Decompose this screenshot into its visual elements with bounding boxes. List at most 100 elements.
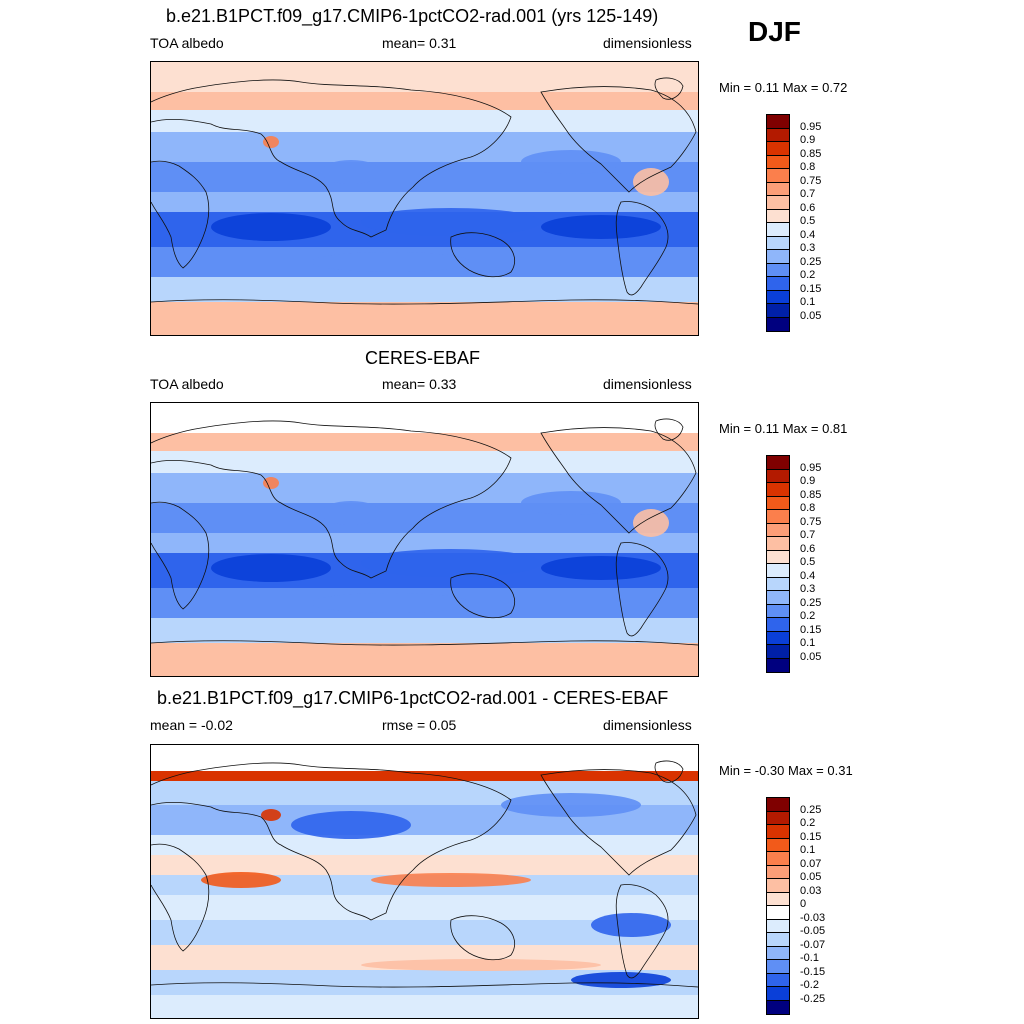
panel-3-minmax: Min = -0.30 Max = 0.31 [719,763,853,778]
colorbar-label: 0.95 [800,461,822,474]
colorbar-swatch [767,838,789,852]
colorbar-swatch [767,852,789,866]
panel-1-variable: TOA albedo [150,35,224,51]
colorbar-swatch [767,277,789,291]
colorbar-swatch [767,618,789,632]
panel-2-title: CERES-EBAF [365,348,481,368]
colorbar-swatch [767,960,789,974]
colorbar-swatch [767,537,789,551]
colorbar-label: 0.5 [800,215,816,227]
colorbar-swatch [767,263,789,277]
colorbar-label: 0.3 [800,583,816,595]
panel-1-minmax: Min = 0.11 Max = 0.72 [719,80,848,95]
colorbar-swatch [767,811,789,825]
colorbar-label: 0.03 [800,884,822,897]
panel-3-units: dimensionless [603,717,692,733]
panel-1-map [150,61,699,336]
panel-3-rmse: rmse = 0.05 [382,717,457,733]
colorbar-swatch [767,250,789,264]
colorbar-swatch [767,209,789,223]
colorbar-label: 0.6 [800,542,816,555]
colorbar-label: 0.7 [800,188,816,200]
colorbar-swatch [767,658,789,672]
panel-2-minmax: Min = 0.11 Max = 0.81 [719,421,848,436]
colorbar-swatch [767,304,789,318]
colorbar-swatch [767,483,789,497]
colorbar-swatch [767,591,789,605]
colorbar-swatch [767,550,789,564]
colorbar-swatch [767,933,789,947]
colorbar-label: 0.1 [800,296,816,308]
colorbar-swatch [767,236,789,250]
colorbar-label: 0.1 [800,844,816,856]
colorbar-swatch [767,456,789,470]
colorbar-swatch [767,973,789,987]
colorbar-label: -0.07 [800,938,826,951]
colorbar-swatch [767,645,789,659]
colorbar-swatch [767,604,789,618]
colorbar-label: 0.2 [800,269,816,281]
colorbar-label: 0.25 [800,803,822,816]
colorbar-label: 0.85 [800,488,822,501]
panel-2-map [150,402,699,677]
colorbar-swatch [767,196,789,210]
colorbar-swatch [767,1000,789,1014]
colorbar-swatch [767,523,789,537]
colorbar-swatch [767,564,789,578]
colorbar-label: 0.15 [800,830,822,843]
colorbar-swatch [767,987,789,1001]
panel-1-title: b.e21.B1PCT.f09_g17.CMIP6-1pctCO2-rad.00… [166,6,659,26]
panel-2-variable: TOA albedo [150,376,224,392]
colorbar-swatch [767,879,789,893]
colorbar-label: 0.9 [800,475,816,487]
colorbar-swatch [767,317,789,331]
colorbar-swatch [767,825,789,839]
colorbar-label: 0.6 [800,201,816,214]
colorbar-swatch [767,290,789,304]
colorbar-swatch [767,223,789,237]
colorbar-swatch [767,798,789,812]
colorbar-swatch [767,169,789,183]
colorbar-label: 0.75 [800,174,822,187]
colorbar-label: 0.95 [800,120,822,133]
colorbar-swatch [767,155,789,169]
colorbar-swatch [767,182,789,196]
colorbar-label: 0.1 [800,637,816,649]
colorbar-label: 0.05 [800,650,822,663]
colorbar-swatch [767,142,789,156]
colorbar-label: 0.4 [800,569,816,582]
panel-2-colorbar [766,455,790,673]
colorbar-swatch [767,577,789,591]
colorbar-swatch [767,906,789,920]
colorbar-label: 0.2 [800,817,816,829]
colorbar-label: 0.8 [800,161,816,173]
colorbar-label: -0.1 [800,952,819,964]
colorbar-label: -0.25 [800,992,826,1005]
colorbar-swatch [767,631,789,645]
colorbar-label: 0.25 [800,255,822,268]
panel-3-mean: mean = -0.02 [150,717,233,733]
colorbar-swatch [767,865,789,879]
colorbar-label: 0.5 [800,556,816,568]
colorbar-label: 0.7 [800,529,816,541]
colorbar-label: 0.3 [800,242,816,254]
colorbar-label: 0.2 [800,610,816,622]
colorbar-label: -0.03 [800,911,826,924]
colorbar-label: 0.4 [800,228,816,241]
colorbar-swatch [767,128,789,142]
colorbar-label: 0.05 [800,309,822,322]
colorbar-label: -0.05 [800,925,826,937]
colorbar-label: 0.85 [800,147,822,160]
panel-3-title: b.e21.B1PCT.f09_g17.CMIP6-1pctCO2-rad.00… [157,688,669,708]
colorbar-label: 0 [800,898,807,910]
colorbar-swatch [767,946,789,960]
colorbar-label: 0.15 [800,623,822,636]
panel-3-map [150,744,699,1019]
colorbar-swatch [767,496,789,510]
colorbar-swatch [767,510,789,524]
panel-3-colorbar [766,797,790,1015]
season-label: DJF [748,16,801,47]
colorbar-label: -0.15 [800,965,826,978]
panel-1-colorbar [766,114,790,332]
colorbar-label: 0.9 [800,134,816,146]
